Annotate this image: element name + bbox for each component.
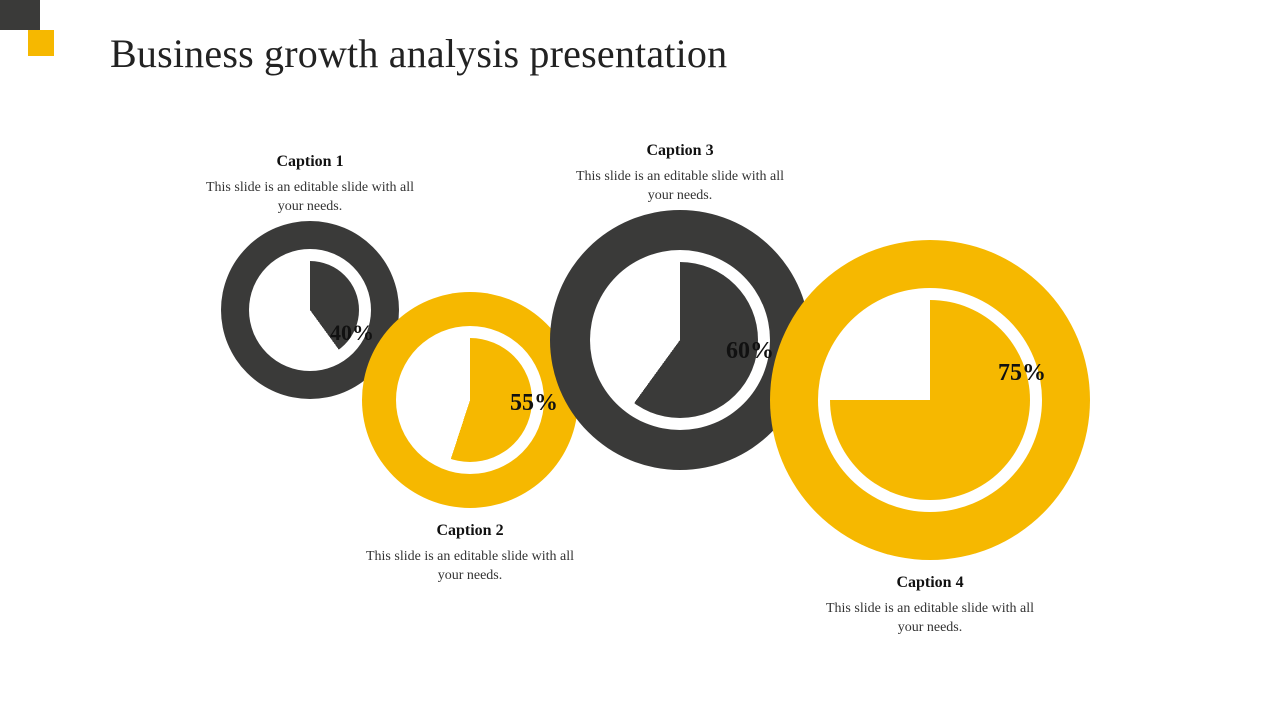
caption-c2: Caption 2 This slide is an editable slide… (360, 522, 580, 586)
caption-c4: Caption 4 This slide is an editable slide… (820, 574, 1040, 638)
caption-desc-c2: This slide is an editable slide with all… (360, 548, 580, 586)
caption-title-c1: Caption 1 (200, 153, 420, 171)
caption-c1: Caption 1 This slide is an editable slide… (200, 153, 420, 217)
caption-desc-c1: This slide is an editable slide with all… (200, 179, 420, 217)
caption-title-c2: Caption 2 (360, 522, 580, 540)
caption-c3: Caption 3 This slide is an editable slide… (570, 142, 790, 206)
pie-percent-c3: 60% (726, 338, 774, 365)
pie-wedge-c4 (830, 300, 1030, 500)
caption-desc-c4: This slide is an editable slide with all… (820, 600, 1040, 638)
pie-percent-c4: 75% (998, 360, 1046, 387)
caption-title-c4: Caption 4 (820, 574, 1040, 592)
pie-percent-c1: 40% (330, 320, 374, 346)
caption-title-c3: Caption 3 (570, 142, 790, 160)
caption-desc-c3: This slide is an editable slide with all… (570, 168, 790, 206)
chart-area: 40% Caption 1 This slide is an editable sl… (0, 0, 1280, 720)
pie-percent-c2: 55% (510, 390, 558, 417)
